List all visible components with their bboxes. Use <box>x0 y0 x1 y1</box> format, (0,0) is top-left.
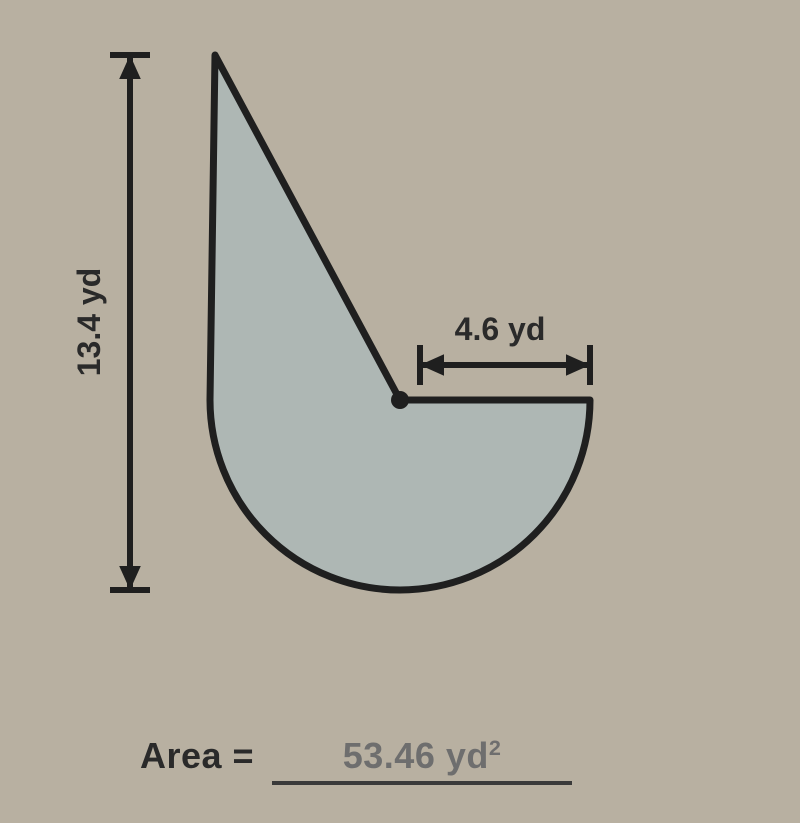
dim-v-arrow-down <box>119 566 141 590</box>
dim-v-label: 13.4 yd <box>71 268 107 377</box>
answer-row: Area = 53.46 yd2 <box>140 735 572 785</box>
dim-r-arrow-left <box>420 354 444 376</box>
area-value-exponent: 2 <box>489 735 502 760</box>
dim-r-arrow-right <box>566 354 590 376</box>
geometry-diagram: 13.4 yd 4.6 yd <box>0 0 800 700</box>
center-dot <box>391 391 409 409</box>
dim-v-arrow-up <box>119 55 141 79</box>
area-value-number: 53.46 yd <box>343 735 489 776</box>
area-label: Area = <box>140 735 254 777</box>
area-value: 53.46 yd2 <box>343 735 502 776</box>
area-value-underline: 53.46 yd2 <box>272 735 572 785</box>
dim-r-label: 4.6 yd <box>455 311 546 347</box>
